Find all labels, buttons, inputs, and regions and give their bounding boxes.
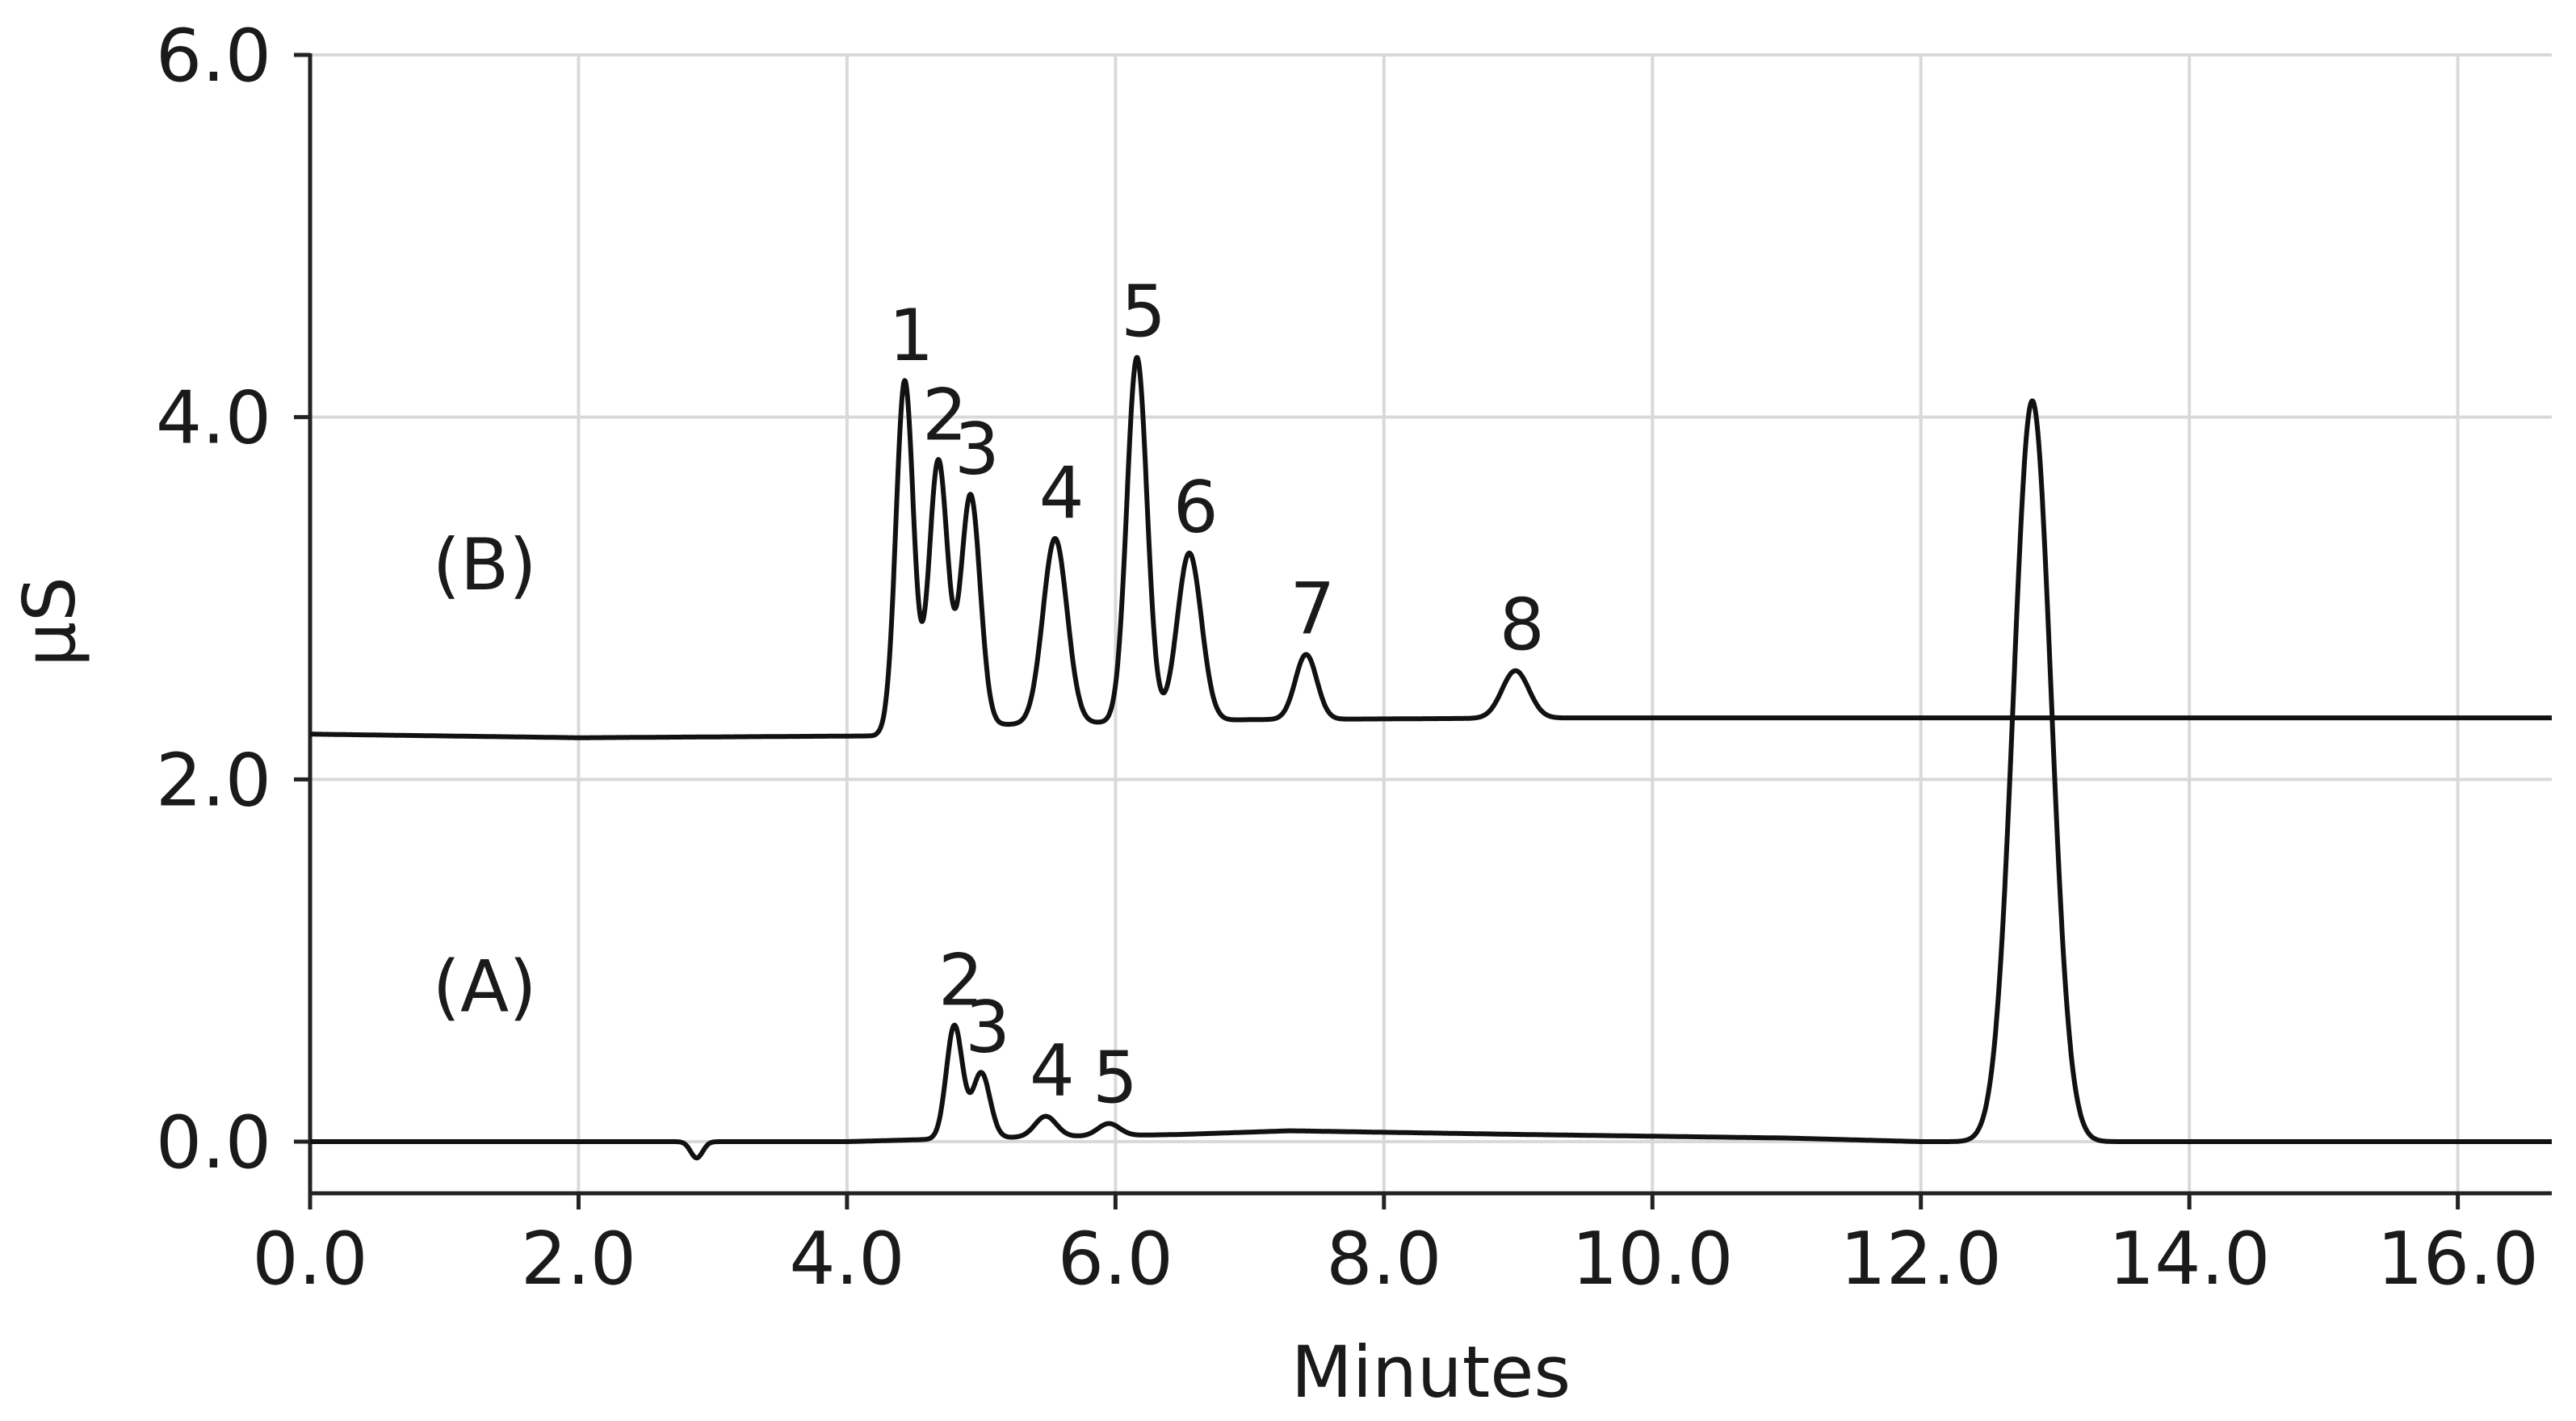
- x-tick-label: 2.0: [521, 1217, 636, 1302]
- x-tick-label: 16.0: [2377, 1217, 2538, 1302]
- x-tick-label: 12.0: [1840, 1217, 2002, 1302]
- peak-label: 8: [1500, 584, 1545, 667]
- x-tick-label: 8.0: [1326, 1217, 1441, 1302]
- peak-label: 4: [1030, 1029, 1075, 1113]
- x-tick-label: 10.0: [1571, 1217, 1733, 1302]
- x-tick-label: 4.0: [789, 1217, 904, 1302]
- trace-label-a: (A): [433, 945, 537, 1028]
- peak-label: 1: [888, 294, 933, 377]
- trace-b: [308, 354, 2554, 740]
- x-tick-label: 6.0: [1058, 1217, 1173, 1302]
- y-tick-label: 6.0: [156, 14, 271, 99]
- y-tick-label: 4.0: [156, 376, 271, 461]
- y-axis-title: µS: [8, 576, 91, 667]
- peak-label: 6: [1173, 466, 1219, 549]
- x-axis-title: Minutes: [1291, 1331, 1571, 1414]
- peak-label: 5: [1093, 1037, 1138, 1120]
- axes: 0.0 2.0 4.0 6.0 8.0 10.0 12.0 14.0 16.00.02.04.0…: [8, 14, 2552, 1414]
- peak-label: 2: [938, 938, 984, 1021]
- trace-a: [308, 398, 2554, 1161]
- x-tick-label: 14.0: [2108, 1217, 2270, 1302]
- y-tick-label: 2.0: [156, 738, 271, 823]
- peak-label: 3: [954, 408, 1000, 491]
- peak-label: 5: [1121, 270, 1166, 354]
- peak-label: 2: [922, 374, 967, 457]
- peak-label: 7: [1290, 568, 1335, 651]
- y-tick-label: 0.0: [156, 1100, 271, 1185]
- traces: [308, 354, 2554, 1161]
- trace-label-b: (B): [433, 523, 537, 606]
- peak-label: 4: [1039, 451, 1085, 534]
- peak-label: 3: [965, 986, 1010, 1069]
- grid-lines: [310, 53, 2552, 1193]
- x-tick-label: 0.0: [252, 1217, 367, 1302]
